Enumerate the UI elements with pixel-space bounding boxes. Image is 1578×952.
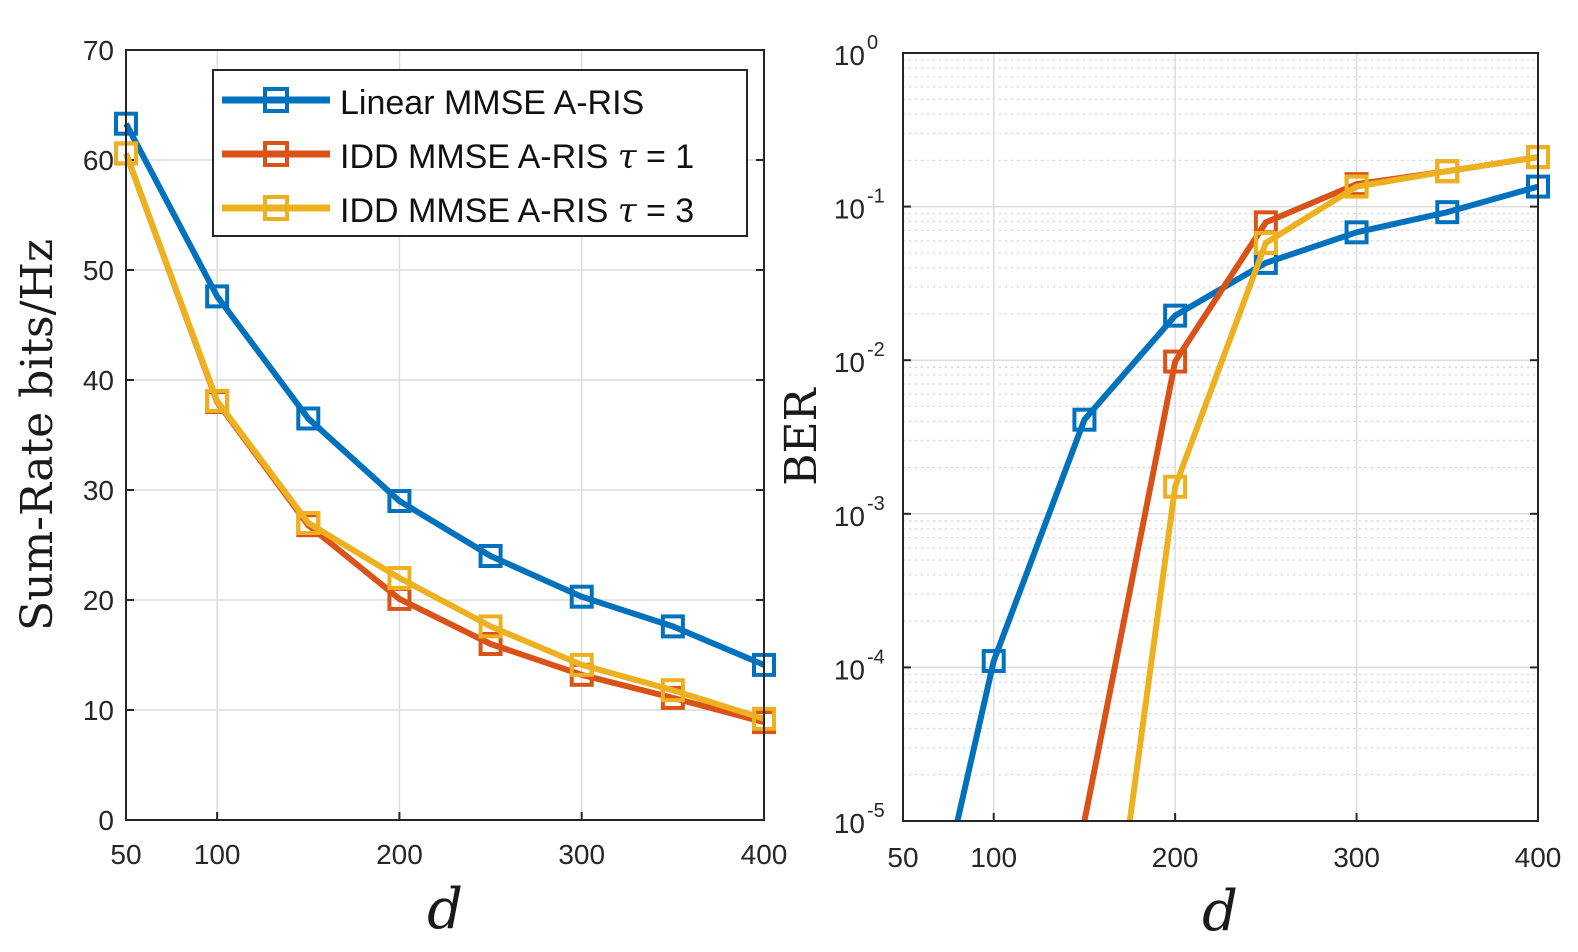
right-point-idd-mmse-a-ris-3 <box>1435 159 1460 184</box>
right-series-line-idd-mmse-a-ris-3 <box>1126 154 1538 821</box>
legend-label-idd-tau1-prefix: IDD MMSE A-RIS <box>340 138 608 176</box>
legend-marker-linear <box>263 87 289 113</box>
legend-tau-symbol-1: τ <box>618 137 638 177</box>
right-y-tick-label: 10 <box>834 501 865 532</box>
legend-marker-idd-tau1 <box>263 141 289 167</box>
right-point-idd-mmse-a-ris-3 <box>1163 474 1188 499</box>
right-x-tick-label: 100 <box>970 842 1017 873</box>
right-y-tick-exponent: 0 <box>867 32 878 54</box>
right-y-tick-base: 10 <box>834 654 865 685</box>
left-point-linear-mmse-a-ris <box>478 544 503 568</box>
right-point-linear-mmse-a-ris <box>981 649 1006 674</box>
right-point-linear-mmse-a-ris <box>1163 303 1188 328</box>
right-y-axis-label: BER <box>776 386 827 485</box>
left-y-tick-label: 20 <box>83 585 114 616</box>
left-y-tick-label: 70 <box>83 35 114 66</box>
right-point-idd-mmse-a-ris-3 <box>1253 230 1278 255</box>
left-series <box>114 111 776 735</box>
legend-label-idd-tau1: IDD MMSE A-RIS τ = 1 <box>340 137 694 177</box>
left-y-tick-label: 10 <box>83 695 114 726</box>
right-x-tick-label: 50 <box>887 842 918 873</box>
legend-tau-symbol-3: τ <box>618 191 638 231</box>
right-plot-area <box>903 53 1538 821</box>
left-point-linear-mmse-a-ris <box>569 584 594 609</box>
left-y-tick-label: 60 <box>83 145 114 176</box>
legend-tau-value-1: = 1 <box>646 138 694 176</box>
right-y-tick-base: 10 <box>834 501 865 532</box>
right-y-tick-exponent: -1 <box>867 186 885 208</box>
right-point-idd-mmse-a-ris-1 <box>1163 349 1188 374</box>
left-point-idd-mmse-a-ris-3 <box>205 388 230 413</box>
legend-label-linear: Linear MMSE A-RIS <box>340 84 644 122</box>
right-point-linear-mmse-a-ris <box>1344 220 1369 245</box>
left-axes-box <box>125 49 765 821</box>
sum-rate-chart: 50 100 200 300 400 0 10 20 30 40 50 60 70 d Sum-Rate… <box>12 35 787 942</box>
right-point-linear-mmse-a-ris <box>1072 407 1097 432</box>
right-y-tick-exponent: -2 <box>867 339 885 361</box>
left-point-linear-mmse-a-ris <box>660 614 685 639</box>
right-point-idd-mmse-a-ris-3 <box>1344 174 1369 199</box>
left-point-idd-mmse-a-ris-3 <box>478 614 503 639</box>
right-y-tick-base: 10 <box>834 194 865 225</box>
legend-label-idd-tau3: IDD MMSE A-RIS τ = 3 <box>340 191 694 231</box>
left-point-idd-mmse-a-ris-3 <box>387 566 412 590</box>
left-series-line-linear-mmse-a-ris <box>123 122 766 668</box>
right-y-tick-exponent: -3 <box>867 493 885 515</box>
right-y-tick-label: 10 <box>834 40 865 71</box>
right-y-tick-label: 10 <box>834 194 865 225</box>
right-x-tick-label: 300 <box>1333 842 1380 873</box>
left-y-axis-label: Sum-Rate bits/Hz <box>12 239 63 631</box>
left-series-line-idd-mmse-a-ris-3 <box>123 152 765 722</box>
left-point-linear-mmse-a-ris <box>205 284 230 309</box>
left-point-idd-mmse-a-ris-3 <box>569 652 594 677</box>
right-series <box>954 145 1550 821</box>
left-point-linear-mmse-a-ris <box>387 489 412 513</box>
left-x-tick-label: 50 <box>110 839 141 870</box>
right-y-tick-label: 10 <box>834 347 865 378</box>
legend-marker-idd-tau3 <box>263 195 289 221</box>
right-x-axis-label: d <box>1202 879 1238 944</box>
right-y-tick-base: 10 <box>834 40 865 71</box>
legend-entry-idd-tau1: IDD MMSE A-RIS τ = 1 <box>222 137 694 177</box>
right-y-tick-base: 10 <box>834 808 865 839</box>
left-y-tick-label: 50 <box>83 255 114 286</box>
left-point-idd-mmse-a-ris-1 <box>478 632 503 656</box>
left-x-tick-label: 300 <box>558 839 605 870</box>
right-y-tick-exponent: -4 <box>867 646 885 668</box>
right-x-tick-label: 400 <box>1515 842 1562 873</box>
left-x-tick-label: 100 <box>194 839 241 870</box>
legend-entry-idd-tau3: IDD MMSE A-RIS τ = 3 <box>222 191 694 231</box>
left-x-tick-label: 200 <box>376 839 423 870</box>
left-tick-labels: 50 100 200 300 400 0 10 20 30 40 50 60 70 <box>83 35 788 870</box>
left-point-linear-mmse-a-ris <box>296 406 321 431</box>
right-y-tick-exponent: -5 <box>867 800 885 822</box>
left-y-tick-label: 0 <box>98 805 114 836</box>
right-point-linear-mmse-a-ris <box>1435 200 1460 225</box>
legend-tau-value-3: = 3 <box>646 192 694 230</box>
right-y-tick-label: 10 <box>834 808 865 839</box>
left-x-tick-label: 400 <box>741 839 788 870</box>
right-y-tick-label: 10 <box>834 654 865 685</box>
right-axes-box <box>902 52 1539 822</box>
left-point-idd-mmse-a-ris-3 <box>296 511 321 535</box>
right-x-tick-label: 200 <box>1152 842 1199 873</box>
right-y-tick-base: 10 <box>834 347 865 378</box>
legend-label-idd-tau3-prefix: IDD MMSE A-RIS <box>340 192 608 230</box>
legend: Linear MMSE A-RIS IDD MMSE A-RIS τ = 1 I… <box>212 69 748 237</box>
left-y-tick-label: 40 <box>83 365 114 396</box>
left-point-idd-mmse-a-ris-3 <box>660 678 685 703</box>
legend-entry-linear: Linear MMSE A-RIS <box>222 84 644 122</box>
left-x-axis-label: d <box>427 877 463 942</box>
left-y-tick-label: 30 <box>83 475 114 506</box>
